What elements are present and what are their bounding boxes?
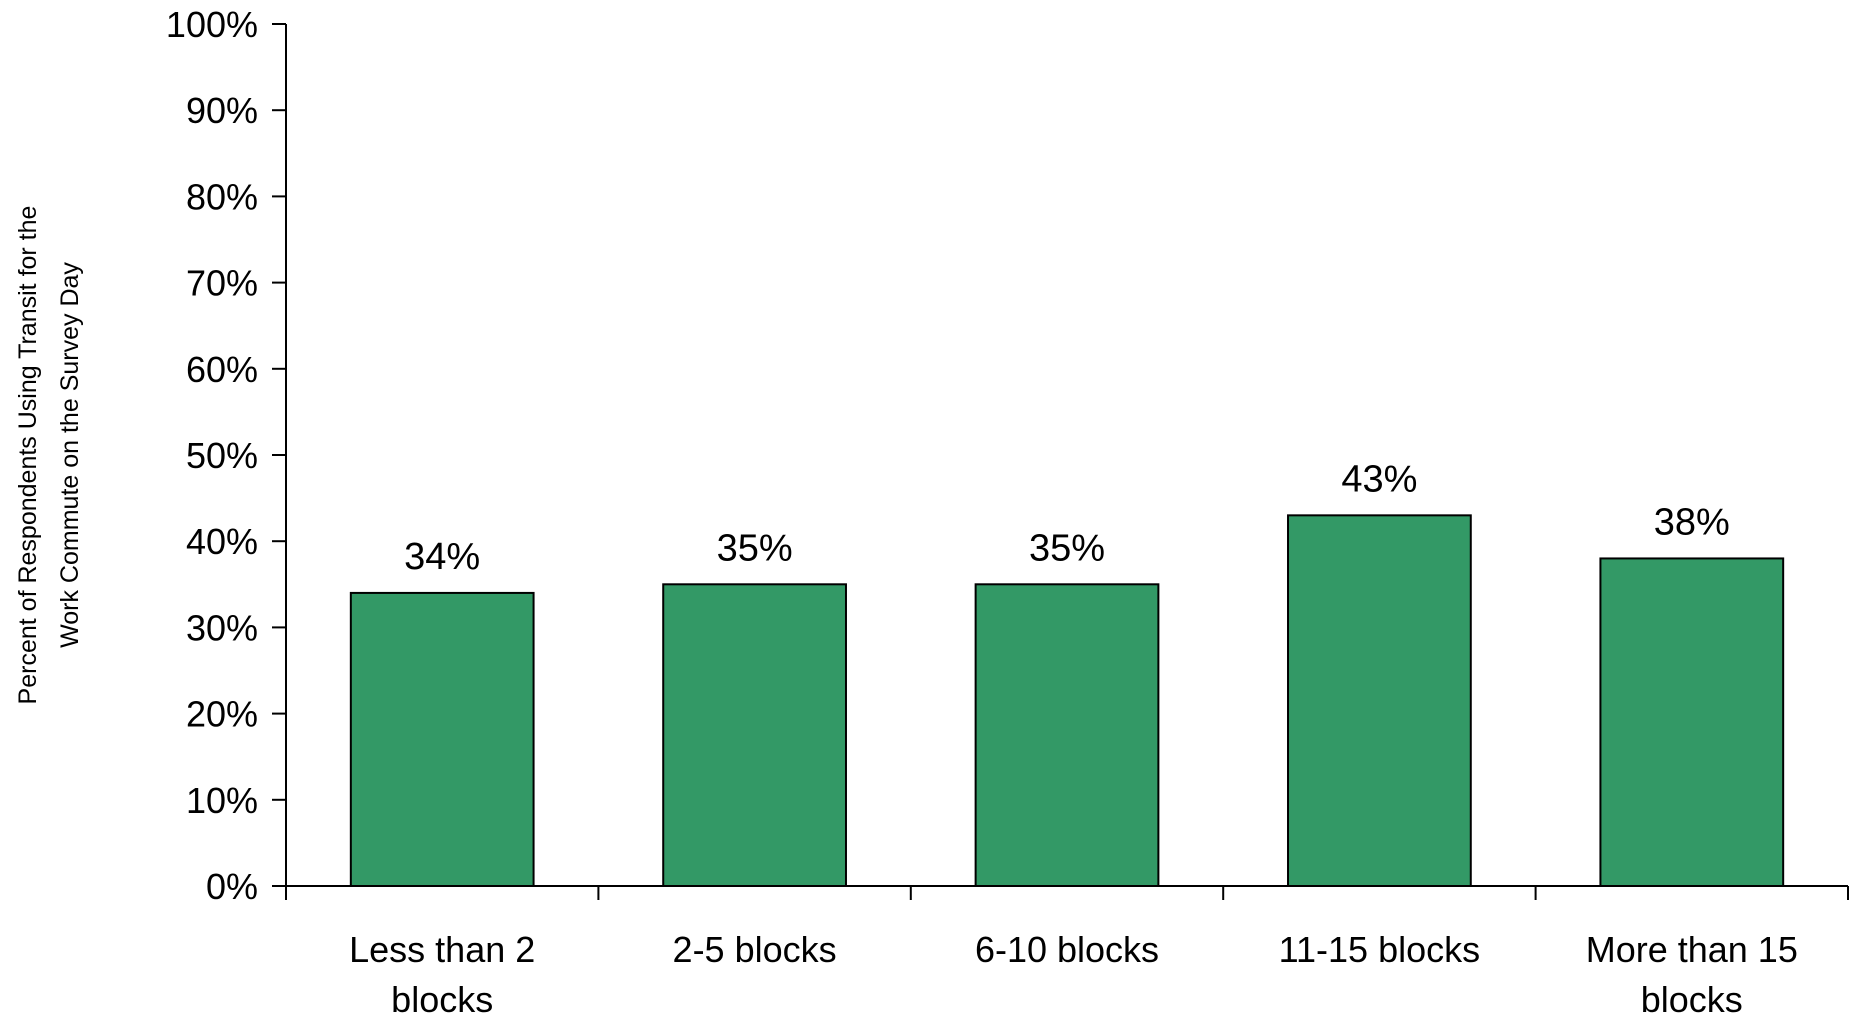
category-label-line: More than 15 (1586, 929, 1798, 970)
y-tick-label: 20% (186, 694, 258, 735)
bar (662, 583, 847, 887)
y-tick-label: 80% (186, 176, 258, 217)
category-label-line: 11-15 blocks (1279, 929, 1480, 970)
category-label: More than 15 blocks (1586, 929, 1798, 1014)
category-label-line: Less than 2 (349, 929, 535, 970)
category-label: 11-15 blocks (1279, 929, 1480, 970)
y-tick-label: 40% (186, 521, 258, 562)
y-tick-label: 70% (186, 263, 258, 304)
data-label: 43% (1341, 458, 1417, 500)
category-label: 6-10 blocks (975, 929, 1159, 970)
y-axis-title: Percent of Respondents Using Transit for… (14, 206, 84, 705)
data-label: 35% (717, 527, 793, 569)
x-axis-ticks (285, 886, 1849, 900)
bar (974, 583, 1160, 887)
y-tick-label: 30% (186, 607, 258, 648)
y-tick-label: 90% (186, 90, 258, 131)
axes (272, 24, 1848, 887)
y-axis-title-line: Percent of Respondents Using Transit for… (14, 206, 42, 705)
bar (349, 591, 535, 887)
bar (1599, 557, 1785, 887)
bar (1287, 514, 1472, 888)
y-tick-label: 100% (166, 4, 258, 45)
data-label: 38% (1654, 501, 1730, 543)
category-label-line: blocks (1641, 979, 1743, 1014)
category-label-line: blocks (391, 979, 493, 1014)
data-labels: 34% 35% 35% 43% 38% (404, 458, 1730, 578)
category-label: 2-5 blocks (673, 929, 837, 970)
category-label: Less than 2 blocks (349, 929, 535, 1014)
data-label: 35% (1029, 527, 1105, 569)
y-tick-label: 10% (186, 780, 258, 821)
category-label-line: 6-10 blocks (975, 929, 1159, 970)
y-tick-label: 50% (186, 435, 258, 476)
bars (349, 514, 1785, 888)
y-axis-ticks: 0% 10% 20% 30% 40% 50% 60% 70% 80% 90% 100% (166, 4, 286, 907)
y-axis-title-text: Percent of Respondents Using Transit for… (14, 206, 84, 705)
y-tick-label: 60% (186, 349, 258, 390)
y-axis-title-line: Work Commute on the Survey Day (56, 262, 84, 648)
y-tick-label: 0% (206, 866, 258, 907)
data-label: 34% (404, 536, 480, 578)
category-labels: Less than 2 blocks 2-5 blocks 6-10 blocks 11… (349, 929, 1798, 1014)
category-label-line: 2-5 blocks (673, 929, 837, 970)
